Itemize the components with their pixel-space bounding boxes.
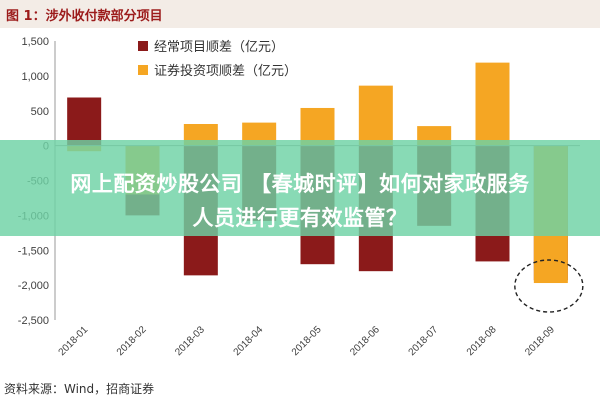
bar-series-2: [475, 62, 510, 146]
bar-series-2: [242, 122, 277, 146]
bar-series-2: [358, 85, 393, 146]
x-tick-label: 2018-07: [407, 324, 441, 358]
y-tick-label: 1,500: [21, 36, 49, 48]
x-tick-label: 2018-01: [57, 324, 91, 358]
x-tick-label: 2018-04: [232, 324, 266, 358]
legend-label-series-2: 证券投资项顺差（亿元）: [154, 63, 297, 79]
y-tick-label: -2,500: [18, 315, 49, 327]
y-tick-label: 1,000: [21, 71, 49, 83]
legend-label-series-1: 经常项目顺差（亿元）: [154, 40, 284, 55]
legend-swatch-series-1: [138, 41, 148, 51]
title-bar: 图 1：涉外收付款部分项目: [0, 0, 600, 28]
banner-line-1: 网上配资炒股公司 【春城时评】如何对家政服务: [70, 172, 530, 196]
x-tick-label: 2018-02: [115, 324, 149, 358]
bar-series-2: [300, 107, 335, 146]
annotation-circle: [514, 259, 584, 313]
source-note: 资料来源：Wind，招商证券: [4, 382, 155, 396]
x-tick-label: 2018-08: [465, 324, 499, 358]
x-tick-label: 2018-06: [348, 324, 382, 358]
chart-title: 图 1：涉外收付款部分项目: [6, 9, 163, 24]
legend-swatch-series-2: [138, 65, 148, 75]
x-tick-label: 2018-03: [173, 324, 207, 358]
x-tick-label: 2018-05: [290, 324, 324, 358]
y-tick-label: -2,000: [18, 280, 49, 292]
x-tick-label: 2018-09: [523, 324, 557, 358]
bar-series-1: [67, 97, 102, 146]
banner-line-2: 人员进行更有效监管？: [192, 206, 408, 230]
y-tick-label: 500: [31, 106, 49, 118]
y-tick-label: -1,500: [18, 245, 49, 257]
overlay-banner: 网上配资炒股公司 【春城时评】如何对家政服务 人员进行更有效监管？: [0, 140, 600, 236]
